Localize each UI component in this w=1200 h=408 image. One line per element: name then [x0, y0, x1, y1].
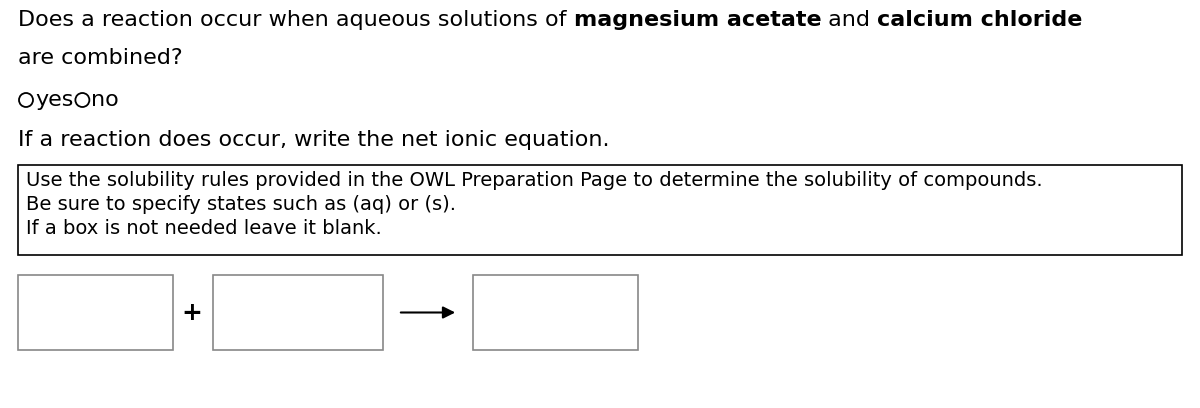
Text: If a box is not needed leave it blank.: If a box is not needed leave it blank. [26, 219, 382, 238]
Text: Use the solubility rules provided in the OWL Preparation Page to determine the s: Use the solubility rules provided in the… [26, 171, 1043, 190]
Text: yes: yes [35, 90, 73, 110]
Text: magnesium acetate: magnesium acetate [574, 10, 821, 30]
Text: calcium chloride: calcium chloride [877, 10, 1082, 30]
Bar [18, 275, 173, 350]
Bar [473, 275, 638, 350]
Text: are combined?: are combined? [18, 48, 182, 68]
Text: If a reaction does occur, write the net ionic equation.: If a reaction does occur, write the net … [18, 130, 610, 150]
Text: +: + [181, 301, 202, 324]
Text: and: and [821, 10, 877, 30]
Bar [214, 275, 383, 350]
Text: no: no [91, 90, 119, 110]
Bar [18, 165, 1182, 255]
Text: Be sure to specify states such as (aq) or (s).: Be sure to specify states such as (aq) o… [26, 195, 456, 214]
Text: Does a reaction occur when aqueous solutions of: Does a reaction occur when aqueous solut… [18, 10, 574, 30]
